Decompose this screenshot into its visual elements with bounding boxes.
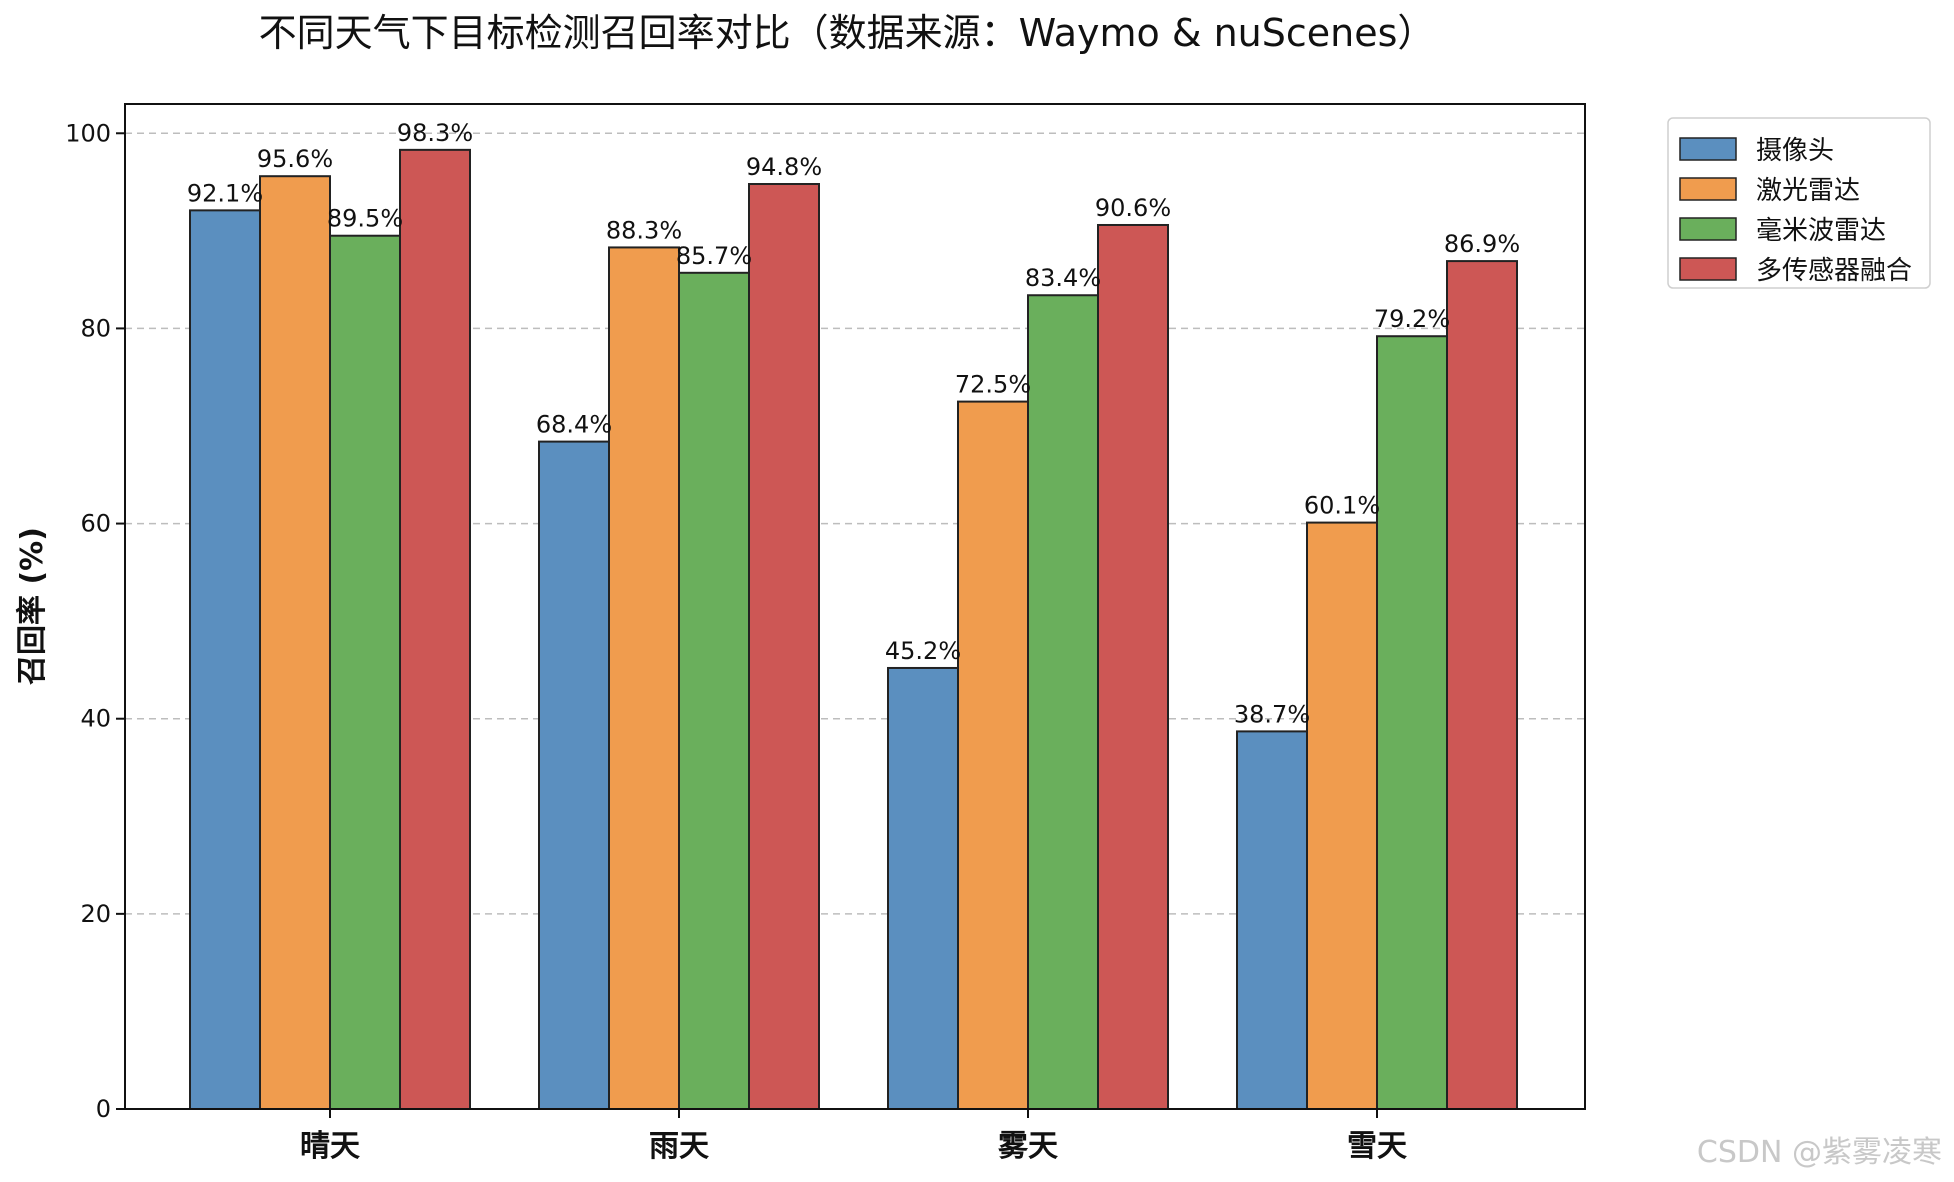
legend-label: 摄像头 <box>1756 136 1834 166</box>
y-tick-label: 60 <box>80 510 111 538</box>
data-label: 68.4% <box>536 411 612 439</box>
x-tick-label: 雾天 <box>998 1129 1058 1164</box>
y-tick-label: 20 <box>80 900 111 928</box>
data-label: 89.5% <box>327 205 403 233</box>
x-axis-ticks: 晴天 雨天 雾天 雪天 <box>300 1109 1407 1164</box>
bar <box>1097 223 1169 1110</box>
data-label: 45.2% <box>885 637 961 665</box>
bar <box>1376 335 1448 1110</box>
y-tick-label: 80 <box>80 314 111 342</box>
bar <box>1446 260 1518 1110</box>
data-label: 38.7% <box>1234 700 1310 728</box>
legend-label: 激光雷达 <box>1756 176 1860 206</box>
x-tick-label: 晴天 <box>300 1129 360 1164</box>
chart-title: 不同天气下目标检测召回率对比（数据来源：Waymo & nuScenes） <box>259 11 1436 55</box>
bar <box>957 400 1029 1110</box>
legend-swatch <box>1679 217 1737 241</box>
bar <box>608 246 680 1110</box>
bar <box>887 666 959 1110</box>
data-labels: 92.1% 95.6% 89.5% 98.3% 68.4% 88.3%85.7% 94.8%… <box>187 119 1520 729</box>
legend-swatch <box>1679 177 1737 201</box>
data-label: 79.2% <box>1374 305 1450 333</box>
y-tick-label: 0 <box>96 1095 111 1123</box>
y-axis-ticks: 0 20 40 60 80 100 <box>65 119 125 1123</box>
y-axis-label: 召回率 (%) <box>15 527 50 686</box>
x-tick-label: 雪天 <box>1347 1129 1407 1164</box>
data-label: 90.6% <box>1095 194 1171 222</box>
data-label: 83.4% <box>1025 264 1101 292</box>
x-tick-label: 雨天 <box>649 1129 709 1164</box>
legend-swatch <box>1679 257 1737 281</box>
legend-swatch <box>1679 137 1737 161</box>
legend-label: 毫米波雷达 <box>1756 216 1886 246</box>
data-label: 88.3% <box>606 216 682 244</box>
watermark: CSDN @紫雾凌寒 <box>1697 1135 1942 1170</box>
data-label: 86.9% <box>1444 230 1520 258</box>
bar <box>329 234 401 1110</box>
bar <box>189 209 261 1110</box>
bar <box>678 271 750 1110</box>
data-label: 85.7% <box>676 242 752 270</box>
data-label: 72.5% <box>955 371 1031 399</box>
bar <box>748 183 820 1110</box>
bars <box>189 148 1518 1111</box>
bar <box>538 440 610 1110</box>
bar <box>1236 730 1308 1110</box>
data-label: 60.1% <box>1304 492 1380 520</box>
plot-frame <box>124 103 1586 1110</box>
data-label: 92.1% <box>187 179 263 207</box>
legend-label: 多传感器融合 <box>1756 256 1912 286</box>
data-label: 94.8% <box>746 153 822 181</box>
y-tick-label: 100 <box>65 119 111 147</box>
bar <box>1027 294 1099 1110</box>
data-label: 95.6% <box>257 145 333 173</box>
bar <box>259 175 331 1111</box>
y-tick-label: 40 <box>80 705 111 733</box>
bar <box>1306 521 1378 1110</box>
data-label: 98.3% <box>397 119 473 147</box>
bar <box>399 148 471 1110</box>
